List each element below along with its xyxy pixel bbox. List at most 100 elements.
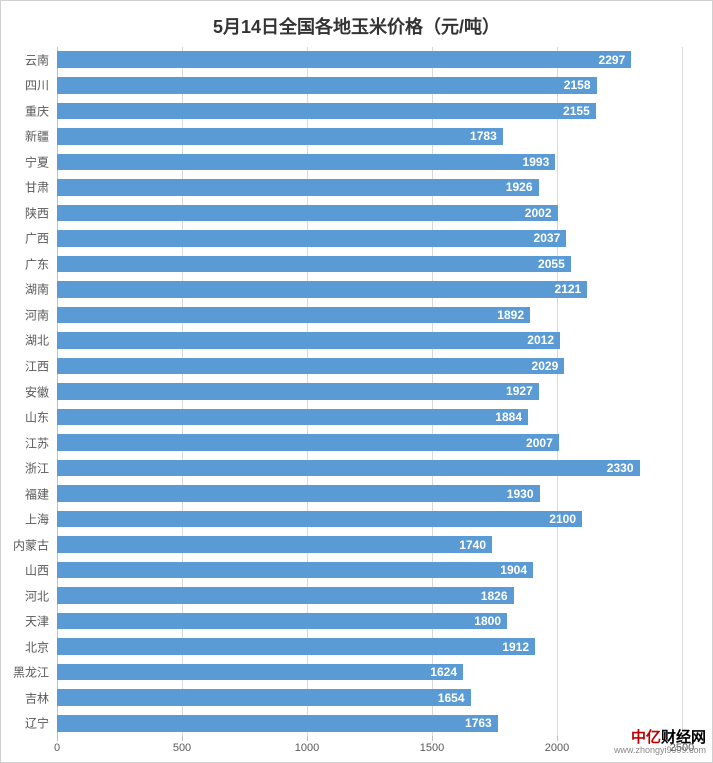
- bar-value-label: 2029: [532, 359, 559, 373]
- watermark-brand: 中亿财经网: [614, 730, 706, 747]
- bar: 1912: [57, 638, 535, 655]
- x-tick-label: 2000: [545, 742, 569, 754]
- bar: 1654: [57, 689, 471, 706]
- bar-value-label: 2055: [538, 257, 565, 271]
- bar-value-label: 1654: [438, 691, 465, 705]
- x-tick-label: 1000: [295, 742, 319, 754]
- bar-value-label: 2158: [564, 78, 591, 92]
- y-tick-label: 四川: [25, 77, 49, 94]
- y-tick-label: 吉林: [25, 689, 49, 706]
- bar-value-label: 1892: [497, 308, 524, 322]
- bar-row: 2002: [57, 205, 682, 222]
- y-tick-label: 新疆: [25, 128, 49, 145]
- bar-value-label: 2007: [526, 436, 553, 450]
- bar-row: 1892: [57, 307, 682, 324]
- y-tick-label: 北京: [25, 638, 49, 655]
- y-tick-label: 湖北: [25, 332, 49, 349]
- bar: 2297: [57, 51, 631, 68]
- y-tick-label: 广东: [25, 255, 49, 272]
- bar-row: 1926: [57, 179, 682, 196]
- bar-row: 2029: [57, 358, 682, 375]
- bar: 1926: [57, 179, 539, 196]
- x-tick-label: 500: [173, 742, 191, 754]
- bar: 1826: [57, 587, 514, 604]
- bar-row: 2100: [57, 511, 682, 528]
- y-tick-label: 甘肃: [25, 179, 49, 196]
- x-tick: [57, 736, 58, 741]
- bar-value-label: 1800: [474, 614, 501, 628]
- bar-row: 1654: [57, 689, 682, 706]
- bar-row: 2007: [57, 434, 682, 451]
- bar-value-label: 1783: [470, 129, 497, 143]
- y-tick-label: 重庆: [25, 102, 49, 119]
- bar: 1993: [57, 154, 555, 171]
- bar: 2037: [57, 230, 566, 247]
- y-tick-label: 浙江: [25, 460, 49, 477]
- bar-value-label: 1912: [502, 640, 529, 654]
- bar-row: 2330: [57, 460, 682, 477]
- y-tick-label: 上海: [25, 511, 49, 528]
- y-tick-label: 安徽: [25, 383, 49, 400]
- bar: 2007: [57, 434, 559, 451]
- bar-value-label: 2121: [555, 282, 582, 296]
- bar: 2012: [57, 332, 560, 349]
- y-tick-label: 广西: [25, 230, 49, 247]
- bar-value-label: 1993: [523, 155, 550, 169]
- bar: 2002: [57, 205, 558, 222]
- bar: 1624: [57, 664, 463, 681]
- bar-row: 2037: [57, 230, 682, 247]
- bar-value-label: 1740: [459, 538, 486, 552]
- y-tick-label: 天津: [25, 613, 49, 630]
- y-tick-label: 云南: [25, 51, 49, 68]
- y-tick-label: 黑龙江: [13, 664, 49, 681]
- bar-value-label: 2155: [563, 104, 590, 118]
- bar-row: 1800: [57, 613, 682, 630]
- x-tick-label: 0: [54, 742, 60, 754]
- bar-row: 2297: [57, 51, 682, 68]
- bar: 1892: [57, 307, 530, 324]
- bar-row: 2012: [57, 332, 682, 349]
- bar-row: 1740: [57, 536, 682, 553]
- bar-row: 1930: [57, 485, 682, 502]
- y-tick-label: 河北: [25, 587, 49, 604]
- bar: 1783: [57, 128, 503, 145]
- bar-value-label: 1884: [495, 410, 522, 424]
- corn-price-chart: 5月14日全国各地玉米价格（元/吨） 05001000150020002500云…: [0, 0, 713, 763]
- bar: 1930: [57, 485, 540, 502]
- bar: 1927: [57, 383, 539, 400]
- y-tick-label: 福建: [25, 485, 49, 502]
- x-tick: [307, 736, 308, 741]
- y-tick-label: 山东: [25, 409, 49, 426]
- x-tick: [557, 736, 558, 741]
- bar-row: 2155: [57, 103, 682, 120]
- y-tick-label: 湖南: [25, 281, 49, 298]
- gridline: [682, 47, 683, 736]
- bar-value-label: 1927: [506, 384, 533, 398]
- watermark: 中亿财经网 www.zhongyi9999.com: [614, 730, 706, 756]
- bar-value-label: 2297: [599, 53, 626, 67]
- bar: 1763: [57, 715, 498, 732]
- x-tick-label: 1500: [420, 742, 444, 754]
- bar-row: 1904: [57, 562, 682, 579]
- bar-row: 2158: [57, 77, 682, 94]
- bar-value-label: 2037: [534, 231, 561, 245]
- bar-value-label: 1926: [506, 180, 533, 194]
- plot-area: 05001000150020002500云南2297四川2158重庆2155新疆…: [57, 47, 682, 736]
- bar-value-label: 1763: [465, 716, 492, 730]
- x-tick: [432, 736, 433, 741]
- bar-value-label: 1826: [481, 589, 508, 603]
- x-tick: [182, 736, 183, 741]
- bar-value-label: 1930: [507, 487, 534, 501]
- bar-row: 1912: [57, 638, 682, 655]
- bar: 1800: [57, 613, 507, 630]
- bar: 2158: [57, 77, 597, 94]
- bar-row: 1763: [57, 715, 682, 732]
- watermark-url: www.zhongyi9999.com: [614, 746, 706, 756]
- y-tick-label: 内蒙古: [13, 536, 49, 553]
- bar-row: 2121: [57, 281, 682, 298]
- bar-row: 2055: [57, 256, 682, 273]
- bar: 1740: [57, 536, 492, 553]
- bar: 2121: [57, 281, 587, 298]
- bar-row: 1624: [57, 664, 682, 681]
- chart-title: 5月14日全国各地玉米价格（元/吨）: [1, 1, 712, 47]
